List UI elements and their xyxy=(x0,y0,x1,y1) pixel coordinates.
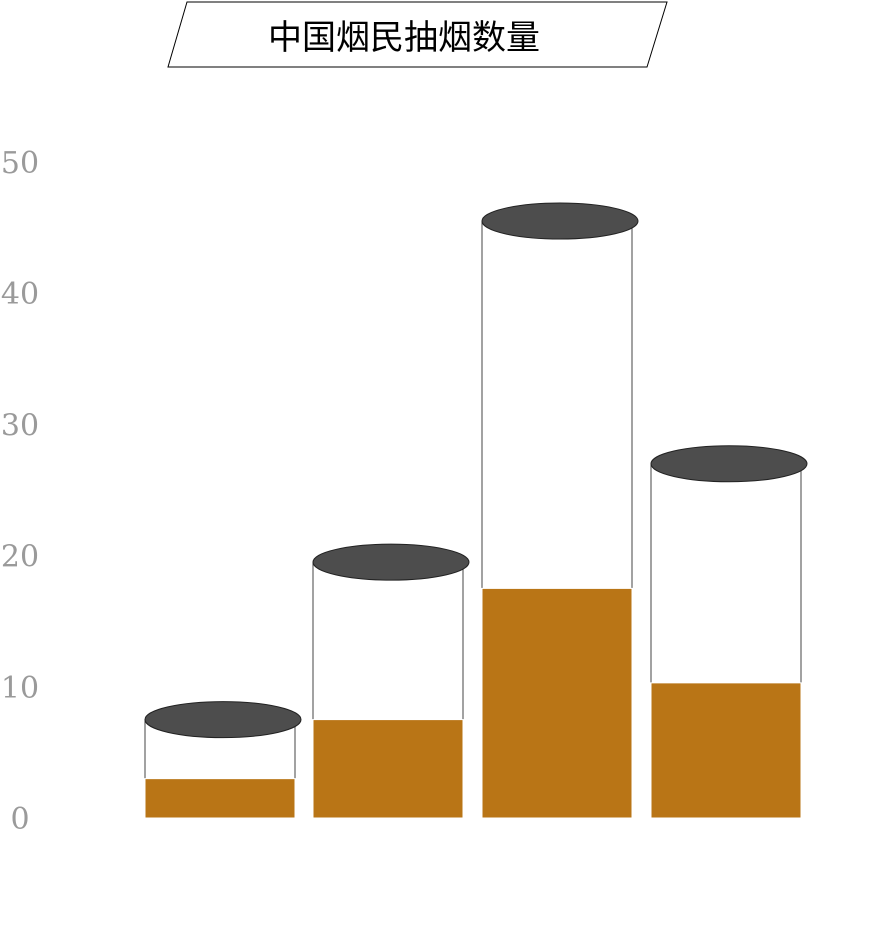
title-banner xyxy=(167,1,668,68)
y-tick-label: 0 xyxy=(10,802,29,837)
bar-group xyxy=(144,701,302,819)
chart-title: 中国烟民抽烟数量 xyxy=(167,1,668,68)
bar-fill xyxy=(650,682,802,819)
y-tick-label: 40 xyxy=(1,277,39,312)
bars xyxy=(144,202,808,819)
title-text: 中国烟民抽烟数量 xyxy=(268,18,540,58)
y-tick-label: 50 xyxy=(1,146,39,181)
y-tick-label: 10 xyxy=(1,671,39,706)
bar-group xyxy=(312,543,470,819)
y-axis: 0 10 20 30 40 50 xyxy=(1,146,39,837)
bar-cap xyxy=(144,701,302,739)
bar-fill xyxy=(481,587,633,819)
bar-group xyxy=(650,445,808,819)
bar-fill xyxy=(312,719,464,819)
bar-cap xyxy=(650,445,808,483)
y-tick-label: 30 xyxy=(1,408,39,443)
bar-fill xyxy=(144,778,296,819)
y-tick-label: 20 xyxy=(1,540,39,575)
bar-group xyxy=(481,202,639,819)
bar-cap xyxy=(312,543,470,581)
bar-cap xyxy=(481,202,639,240)
